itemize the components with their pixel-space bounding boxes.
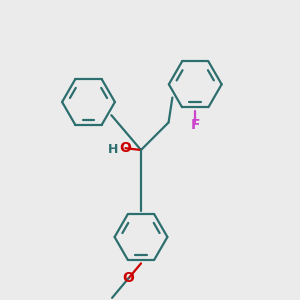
Text: O: O	[119, 141, 131, 155]
Text: H: H	[108, 143, 119, 156]
Text: O: O	[122, 271, 134, 285]
Text: F: F	[190, 118, 200, 132]
